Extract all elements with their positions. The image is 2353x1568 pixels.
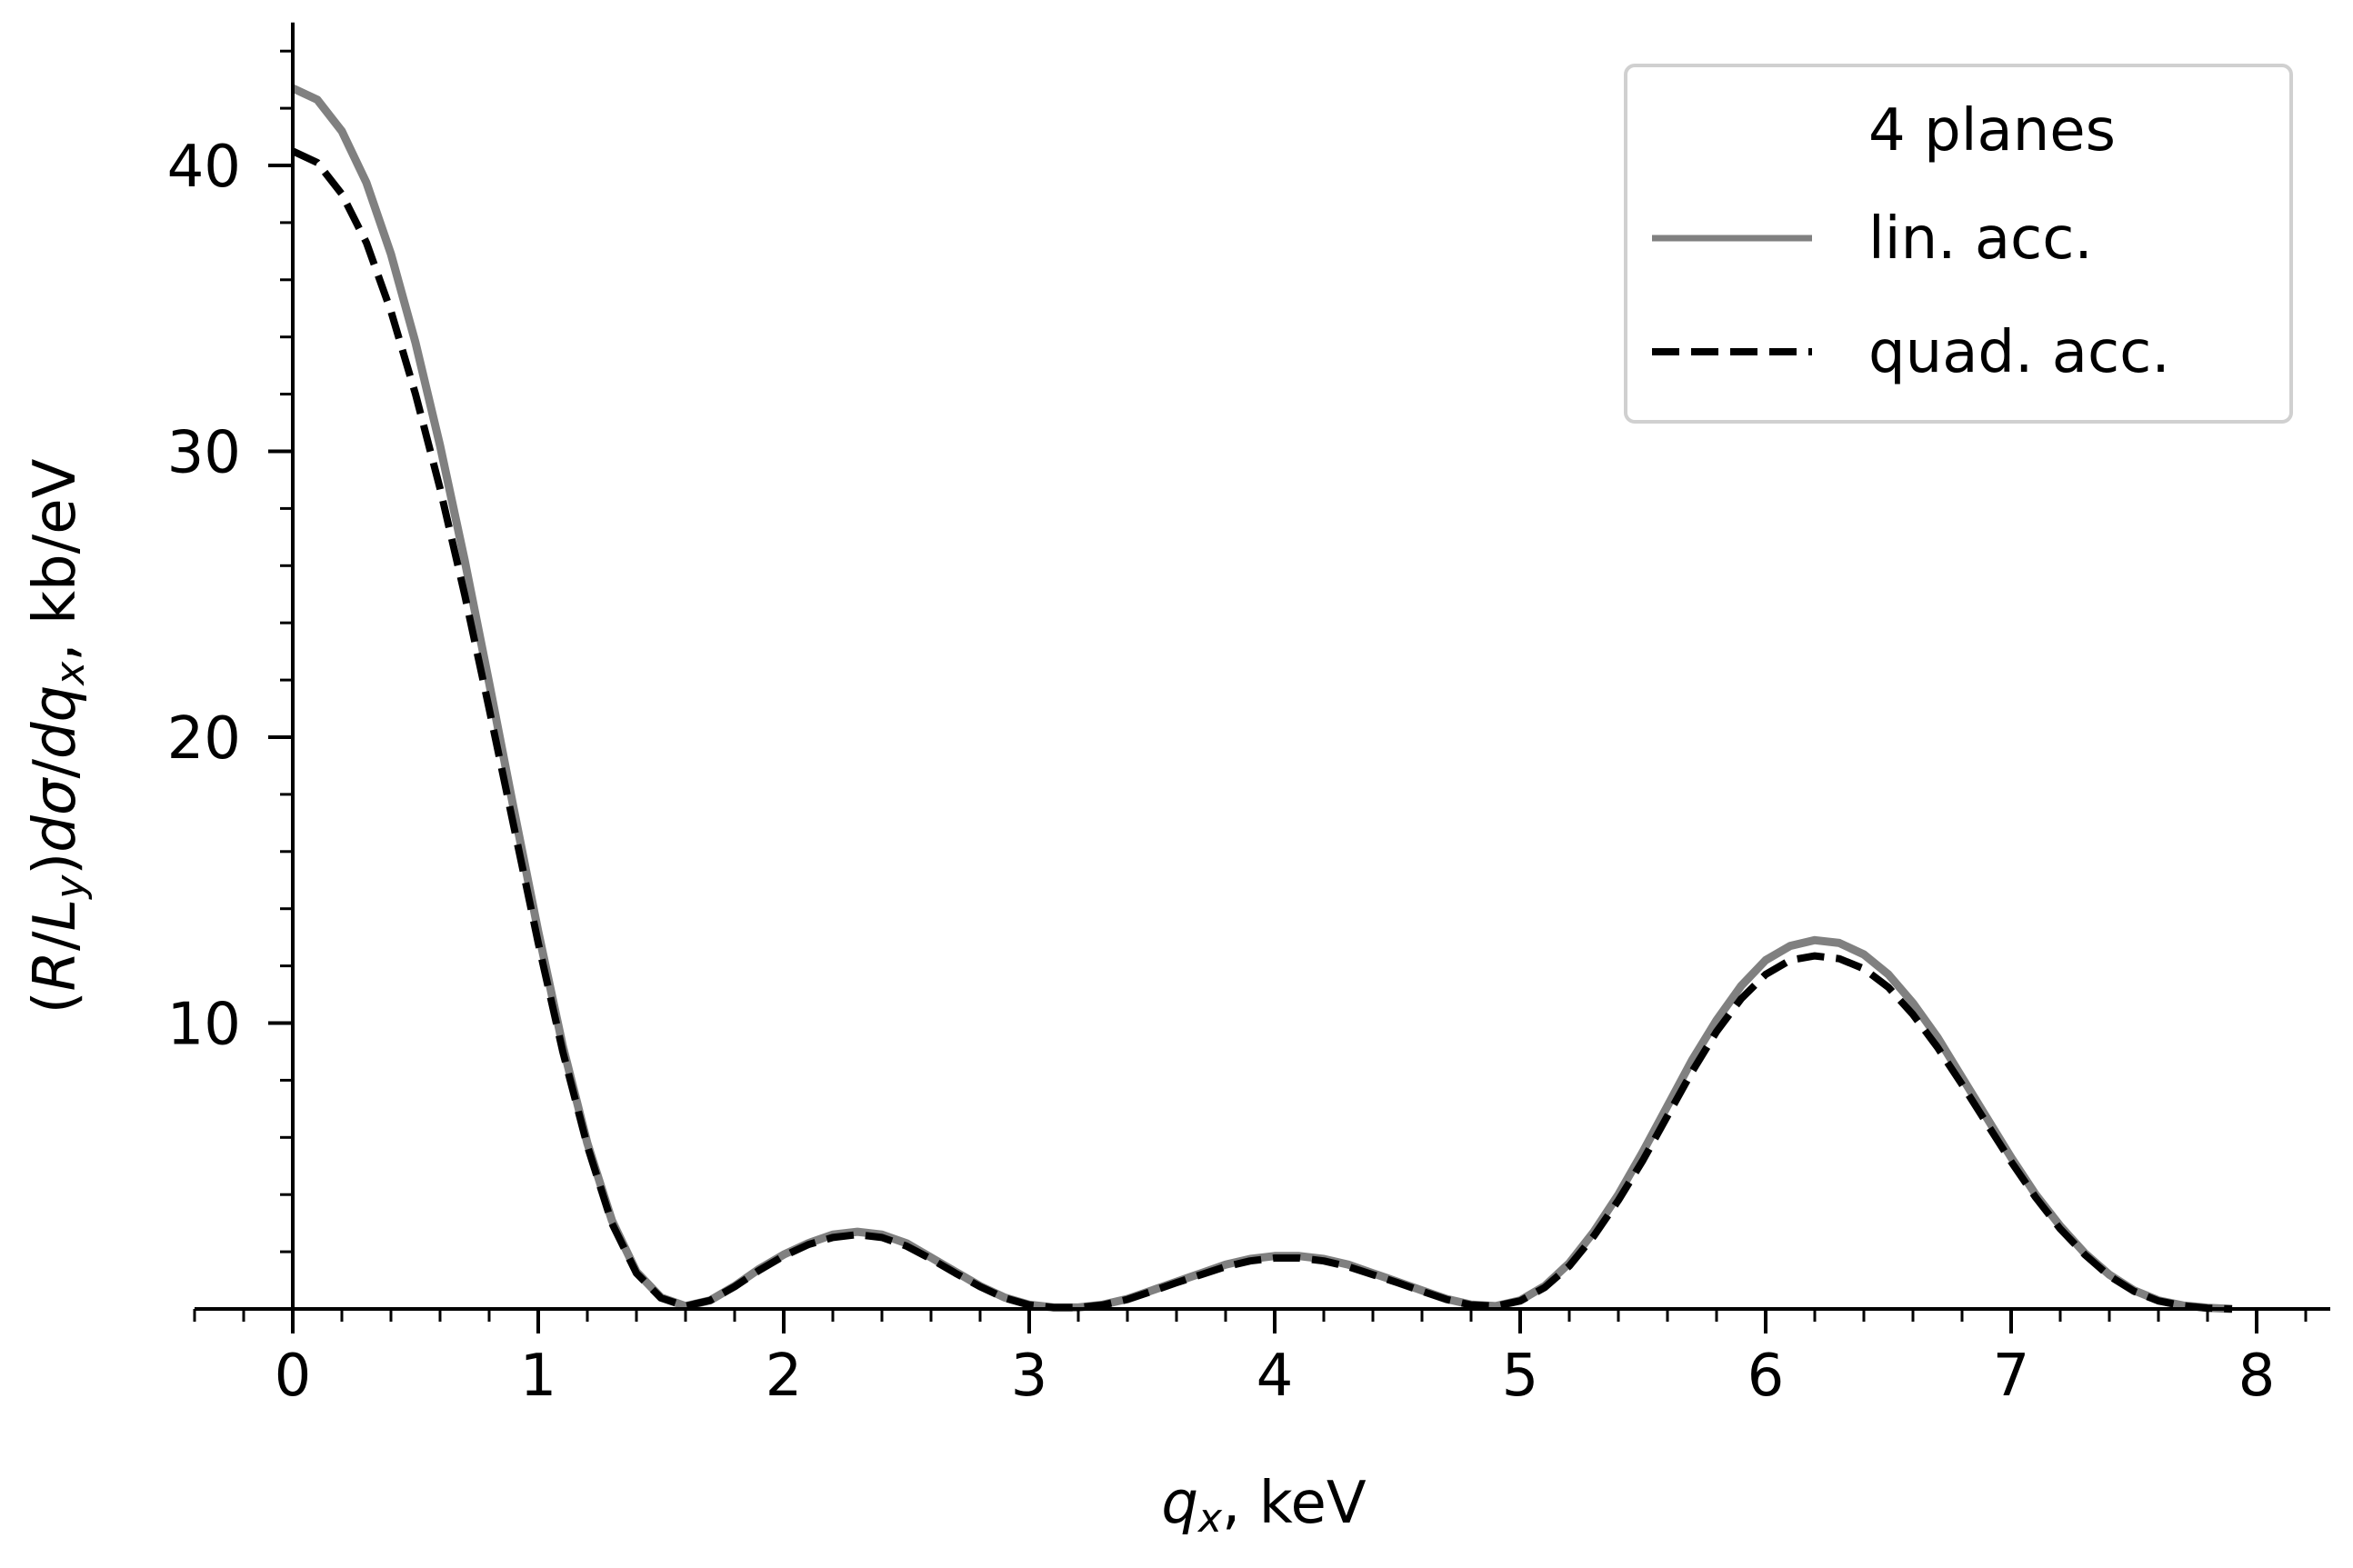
x-axis-unit: , keV [1222,1470,1367,1537]
y-axis-open-paren: ( [22,991,89,1014]
legend-label-lin-acc: lin. acc. [1868,205,2093,273]
y-axis-slash: / [22,931,89,951]
y-axis-close-paren: ) [22,853,89,875]
x-axis-title: qx, keV [1161,1470,1367,1542]
x-tick-label: 8 [2238,1343,2276,1410]
y-tick-label: 10 [167,992,241,1059]
legend-title: 4 planes [1868,97,2116,165]
legend-frame [1624,64,2293,424]
x-tick-labels: 0 1 2 3 4 5 6 7 8 [275,1343,2276,1410]
x-axis-var-subscript: x [1197,1495,1223,1542]
y-axis-slash2: / [22,759,89,779]
x-tick-label: 5 [1502,1343,1539,1410]
y-axis-L-subscript: y [47,874,94,901]
x-tick-label: 1 [520,1343,557,1410]
x-tick-label: 3 [1011,1343,1048,1410]
y-tick-label: 40 [167,134,241,201]
x-axis-var: q [1161,1470,1198,1537]
y-axis-title: (R/Ly)dσ/dqx, kb/eV [22,458,94,1014]
y-tick-labels: 10 20 30 40 [167,134,241,1059]
y-axis-q-subscript: x [47,661,94,687]
y-tick-label: 30 [167,420,241,487]
legend: 4 planes lin. acc. quad. acc. [1624,64,2293,424]
y-axis-d1: d [22,815,89,853]
y-axis-unit: , kb/eV [22,458,89,661]
axes-layer [193,22,2330,1333]
series-line-quad-acc [291,147,2233,1313]
series-layer [291,85,2233,1313]
y-axis-L: L [22,899,89,932]
x-tick-label: 6 [1747,1343,1785,1410]
x-tick-label: 0 [275,1343,312,1410]
y-tick-label: 20 [167,705,241,773]
x-tick-label: 7 [1993,1343,2030,1410]
y-axis-q: q [22,685,89,723]
y-axis-d2: d [22,722,89,759]
x-tick-label: 2 [766,1343,803,1410]
legend-label-quad-acc: quad. acc. [1868,319,2170,386]
y-axis-sigma: σ [22,776,89,815]
x-tick-label: 4 [1257,1343,1294,1410]
y-axis-R: R [22,951,89,991]
